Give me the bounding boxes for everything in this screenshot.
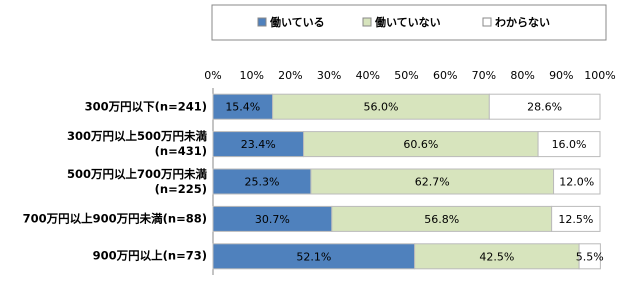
bar-segment	[212, 243, 416, 270]
bar-segment	[310, 168, 555, 195]
x-tick-label: 70%	[472, 69, 496, 82]
y-tick-label: 300万円以下(n=241)	[84, 99, 207, 114]
value-label: 56.0%	[363, 101, 398, 114]
x-tick-label: 10%	[239, 69, 263, 82]
bar-segment	[553, 168, 601, 195]
y-tick-label: 700万円以上900万円未満(n=88)	[22, 211, 207, 226]
bar-segment	[212, 131, 305, 158]
legend-swatch	[482, 17, 492, 27]
value-label: 60.6%	[403, 138, 438, 151]
bar-segment	[212, 93, 274, 120]
bar-segment	[414, 243, 580, 270]
bar-segment	[578, 243, 601, 270]
value-label: 15.4%	[225, 101, 260, 114]
x-tick-label: 30%	[317, 69, 341, 82]
value-label: 52.1%	[296, 250, 331, 263]
value-label: 28.6%	[527, 101, 562, 114]
y-tick-label: 500万円以上700万円未満 (n=225)	[66, 166, 207, 196]
legend-label: 働いていない	[374, 15, 441, 29]
value-label: 62.7%	[415, 176, 450, 189]
y-tick-label: 300万円以上500万円未満 (n=431)	[66, 129, 207, 159]
x-tick-label: 40%	[356, 69, 380, 82]
legend-label: 働いている	[269, 15, 325, 29]
x-tick-label: 60%	[433, 69, 457, 82]
x-tick-label: 20%	[278, 69, 302, 82]
value-label: 25.3%	[244, 176, 279, 189]
bar-segment	[537, 131, 601, 158]
bar-segment	[331, 205, 553, 232]
y-tick-label: 900万円以上(n=73)	[92, 248, 207, 263]
legend-swatch	[257, 17, 267, 27]
value-label: 12.0%	[559, 176, 594, 189]
value-label: 16.0%	[552, 138, 587, 151]
x-tick-label: 50%	[394, 69, 418, 82]
value-label: 42.5%	[479, 250, 514, 263]
legend-box	[211, 4, 607, 41]
x-tick-label: 0%	[204, 69, 221, 82]
value-label: 5.5%	[576, 250, 604, 263]
bar-segment	[488, 93, 601, 120]
value-label: 30.7%	[255, 213, 290, 226]
legend-label: わからない	[495, 16, 550, 29]
bar-segment	[212, 205, 333, 232]
bar-segment	[551, 205, 601, 232]
value-label: 56.8%	[424, 213, 459, 226]
value-label: 12.5%	[558, 213, 593, 226]
x-tick-label: 90%	[549, 69, 573, 82]
bar-segment	[212, 168, 312, 195]
bar-segment	[303, 131, 539, 158]
x-tick-label: 100%	[584, 69, 615, 82]
legend-swatch	[362, 17, 372, 27]
x-tick-label: 80%	[510, 69, 534, 82]
value-label: 23.4%	[241, 138, 276, 151]
bar-segment	[272, 93, 490, 120]
